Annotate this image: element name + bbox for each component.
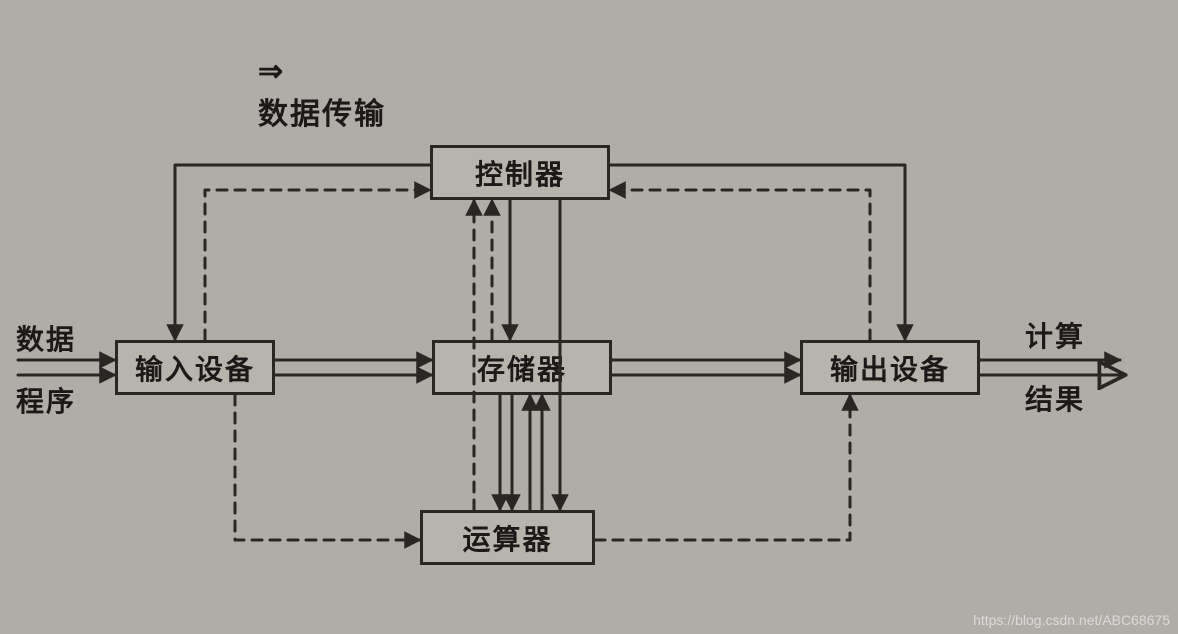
node-output-label: 输出设备: [830, 348, 950, 388]
node-output: 输出设备: [800, 340, 980, 395]
watermark: https://blog.csdn.net/ABC68675: [973, 612, 1170, 628]
node-alu: 运算器: [420, 510, 595, 565]
edge-alu-to-output: [595, 395, 850, 540]
diagram-canvas: ⇒ 数据传输 控制器 输入设备 存储器 输出设备 运算器 数据 程序 计算 结果…: [0, 0, 1178, 634]
node-alu-label: 运算器: [462, 518, 552, 558]
edge-ctrl-to-input: [175, 165, 430, 340]
legend: ⇒ 数据传输: [220, 20, 386, 167]
edge-input-to-ctrl: [205, 190, 430, 340]
label-input-program: 程序: [16, 380, 76, 420]
edge-output-to-ctrl: [610, 190, 870, 340]
node-input: 输入设备: [115, 340, 275, 395]
node-controller-label: 控制器: [475, 153, 565, 193]
edge-ctrl-to-output: [610, 165, 905, 340]
label-output-result: 结果: [1025, 378, 1085, 418]
legend-text: 数据传输: [258, 98, 386, 131]
node-controller: 控制器: [430, 145, 610, 200]
node-memory: 存储器: [432, 340, 612, 395]
legend-arrow-icon: ⇒: [258, 55, 285, 88]
node-input-label: 输入设备: [135, 348, 255, 388]
edge-input-to-alu: [235, 395, 420, 540]
label-output-compute: 计算: [1025, 315, 1085, 355]
label-input-data: 数据: [16, 318, 76, 358]
node-memory-label: 存储器: [477, 348, 567, 388]
